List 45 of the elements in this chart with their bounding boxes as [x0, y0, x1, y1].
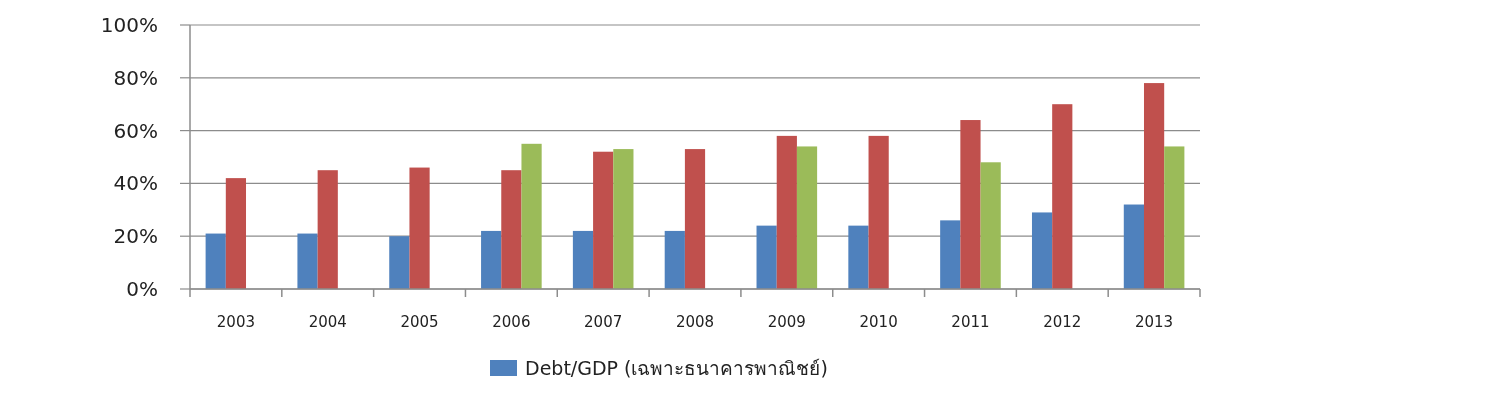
bar [960, 120, 981, 289]
bar [980, 162, 1001, 289]
bar [664, 230, 685, 289]
bar [501, 170, 522, 289]
bar [572, 230, 594, 289]
bar [684, 149, 706, 289]
bar [481, 230, 502, 289]
bar [1052, 104, 1073, 289]
y-tick-label: 60% [113, 118, 158, 143]
bar [1164, 146, 1185, 289]
x-tick-label: 2011 [951, 313, 990, 331]
bar [297, 233, 318, 289]
x-tick-label: 2009 [767, 313, 806, 331]
bar [868, 135, 889, 289]
x-tick-label: 2006 [492, 313, 531, 331]
x-tick-label: 2010 [859, 313, 898, 331]
bar [1123, 204, 1144, 289]
bar [409, 167, 430, 289]
bar [317, 170, 338, 289]
y-tick-label: 40% [113, 171, 158, 196]
bar [593, 151, 614, 289]
bar [389, 236, 410, 289]
x-tick-label: 2003 [216, 313, 255, 331]
legend: Debt/GDP (เฉพาะธนาคารพาณิชย์) [490, 357, 828, 379]
bar [940, 220, 961, 289]
bar [225, 178, 247, 289]
y-tick-label: 100% [100, 13, 158, 37]
bar [613, 149, 634, 289]
bar [205, 233, 226, 289]
bar [756, 225, 777, 289]
bar [848, 225, 869, 289]
x-tick-label: 2013 [1135, 313, 1174, 331]
bar [1143, 83, 1165, 289]
bar [521, 143, 542, 289]
y-tick-label: 80% [113, 65, 158, 90]
x-tick-label: 2008 [675, 313, 715, 331]
y-tick-label: 20% [113, 224, 158, 249]
bar [1031, 212, 1053, 289]
x-tick-label: 2005 [400, 313, 439, 331]
x-tick-label: 2004 [308, 313, 347, 331]
x-tick-label: 2012 [1043, 313, 1082, 331]
bar [776, 135, 797, 289]
x-tick-label: 2007 [584, 313, 623, 331]
bar [796, 146, 818, 289]
y-tick-label: 0% [126, 277, 158, 301]
